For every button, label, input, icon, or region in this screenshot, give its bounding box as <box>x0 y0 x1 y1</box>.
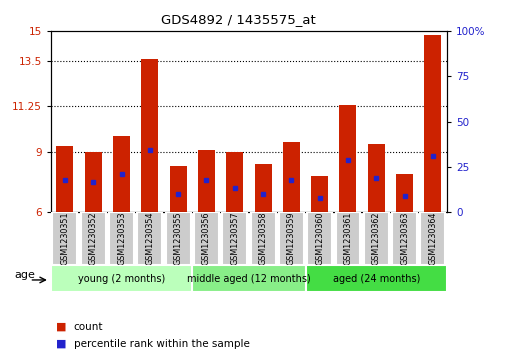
Text: GDS4892 / 1435575_at: GDS4892 / 1435575_at <box>162 13 316 26</box>
Text: percentile rank within the sample: percentile rank within the sample <box>74 339 249 349</box>
Bar <box>56 146 74 212</box>
Bar <box>141 59 158 212</box>
FancyBboxPatch shape <box>279 212 304 265</box>
Bar <box>396 174 413 212</box>
Bar <box>311 176 328 212</box>
Text: young (2 months): young (2 months) <box>78 274 165 284</box>
Text: GSM1230358: GSM1230358 <box>259 212 268 265</box>
Text: ■: ■ <box>56 339 67 349</box>
FancyBboxPatch shape <box>51 265 193 292</box>
Text: count: count <box>74 322 103 332</box>
Bar <box>85 152 102 212</box>
Bar <box>283 142 300 212</box>
Text: GSM1230351: GSM1230351 <box>60 212 70 265</box>
FancyBboxPatch shape <box>223 212 247 265</box>
Bar <box>170 166 186 212</box>
Bar <box>198 150 215 212</box>
Text: ■: ■ <box>56 322 67 332</box>
Bar <box>255 164 272 212</box>
FancyBboxPatch shape <box>109 212 134 265</box>
Bar <box>226 152 243 212</box>
Text: GSM1230364: GSM1230364 <box>428 212 437 265</box>
Bar <box>368 144 385 212</box>
Bar <box>113 136 130 212</box>
Text: GSM1230362: GSM1230362 <box>372 212 381 265</box>
Text: aged (24 months): aged (24 months) <box>333 274 420 284</box>
FancyBboxPatch shape <box>193 265 305 292</box>
Text: GSM1230361: GSM1230361 <box>343 212 353 265</box>
Bar <box>424 35 441 212</box>
Text: GSM1230359: GSM1230359 <box>287 212 296 265</box>
Text: GSM1230360: GSM1230360 <box>315 212 324 265</box>
Bar <box>339 106 357 212</box>
Text: GSM1230363: GSM1230363 <box>400 212 409 265</box>
FancyBboxPatch shape <box>166 212 190 265</box>
Text: middle aged (12 months): middle aged (12 months) <box>187 274 311 284</box>
FancyBboxPatch shape <box>392 212 417 265</box>
Text: GSM1230356: GSM1230356 <box>202 212 211 265</box>
FancyBboxPatch shape <box>421 212 446 265</box>
FancyBboxPatch shape <box>307 212 332 265</box>
FancyBboxPatch shape <box>137 212 163 265</box>
Text: age: age <box>14 270 35 280</box>
Text: GSM1230355: GSM1230355 <box>174 212 183 265</box>
FancyBboxPatch shape <box>250 212 275 265</box>
FancyBboxPatch shape <box>81 212 106 265</box>
FancyBboxPatch shape <box>364 212 389 265</box>
FancyBboxPatch shape <box>194 212 219 265</box>
Text: GSM1230357: GSM1230357 <box>230 212 239 265</box>
Text: GSM1230352: GSM1230352 <box>89 212 98 265</box>
Text: GSM1230353: GSM1230353 <box>117 212 126 265</box>
FancyBboxPatch shape <box>52 212 77 265</box>
FancyBboxPatch shape <box>305 265 447 292</box>
Text: GSM1230354: GSM1230354 <box>145 212 154 265</box>
FancyBboxPatch shape <box>335 212 361 265</box>
